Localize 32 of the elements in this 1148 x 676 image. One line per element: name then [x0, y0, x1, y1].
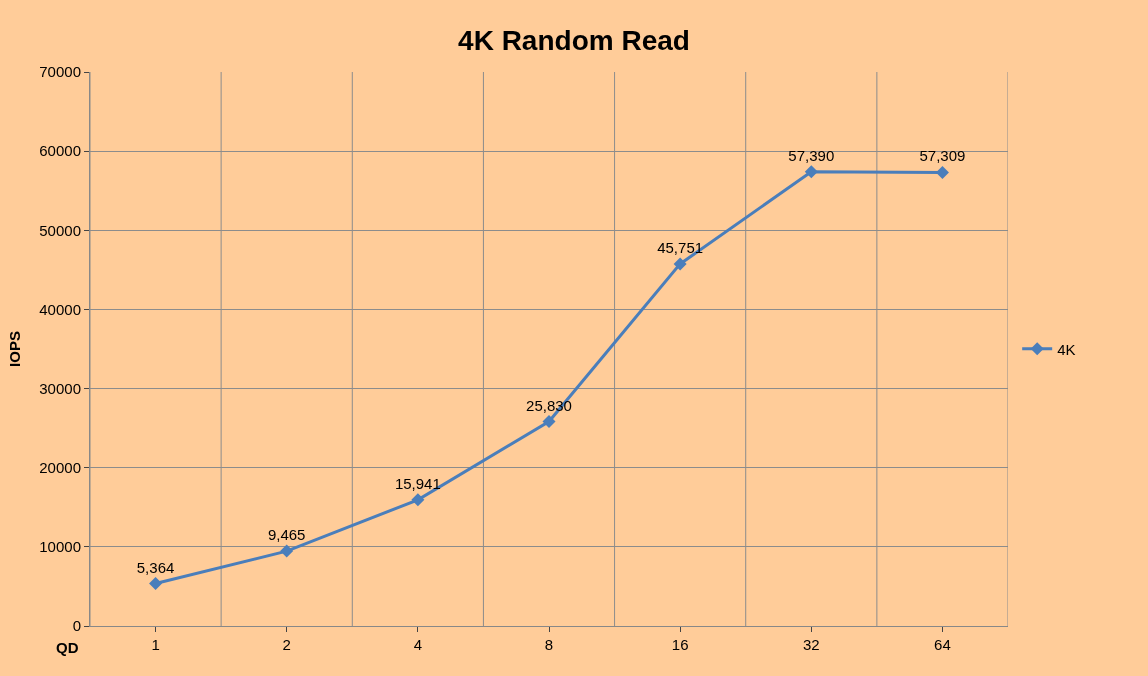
x-tick-label: 1 [151, 636, 160, 653]
y-tick-label: 40000 [39, 300, 81, 318]
point [804, 165, 818, 179]
chart-title: 4K Random Read [458, 25, 690, 57]
x-tick-label: 2 [282, 636, 291, 653]
legend-label: 4K [1057, 340, 1076, 358]
x-axis-title: QD [56, 639, 79, 656]
point [935, 165, 949, 179]
point [280, 544, 294, 558]
data-label: 57,309 [919, 147, 966, 165]
y-tick-label: 70000 [39, 63, 81, 81]
y-tick-label: 0 [72, 617, 81, 635]
x-tick-label: 64 [934, 636, 951, 653]
point [542, 415, 556, 429]
x-tick-label: 8 [544, 636, 554, 653]
point [149, 577, 163, 591]
x-tick-label: 4 [413, 636, 423, 653]
x-tick-label: 32 [802, 636, 820, 653]
data-label: 15,941 [394, 474, 441, 492]
data-label: 5,364 [136, 558, 175, 576]
data-label: 45,751 [657, 238, 704, 256]
y-axis-title: IOPS [5, 331, 23, 367]
point [673, 257, 687, 271]
y-tick-label: 20000 [39, 458, 81, 476]
y-tick-label: 30000 [39, 379, 81, 397]
y-tick-label: 10000 [39, 538, 81, 556]
point [411, 493, 425, 507]
y-tick-label: 60000 [39, 142, 81, 160]
x-tick-label: 16 [671, 636, 689, 653]
y-tick-label: 50000 [39, 221, 81, 239]
data-label: 9,465 [267, 526, 306, 544]
data-label: 57,390 [788, 146, 835, 164]
